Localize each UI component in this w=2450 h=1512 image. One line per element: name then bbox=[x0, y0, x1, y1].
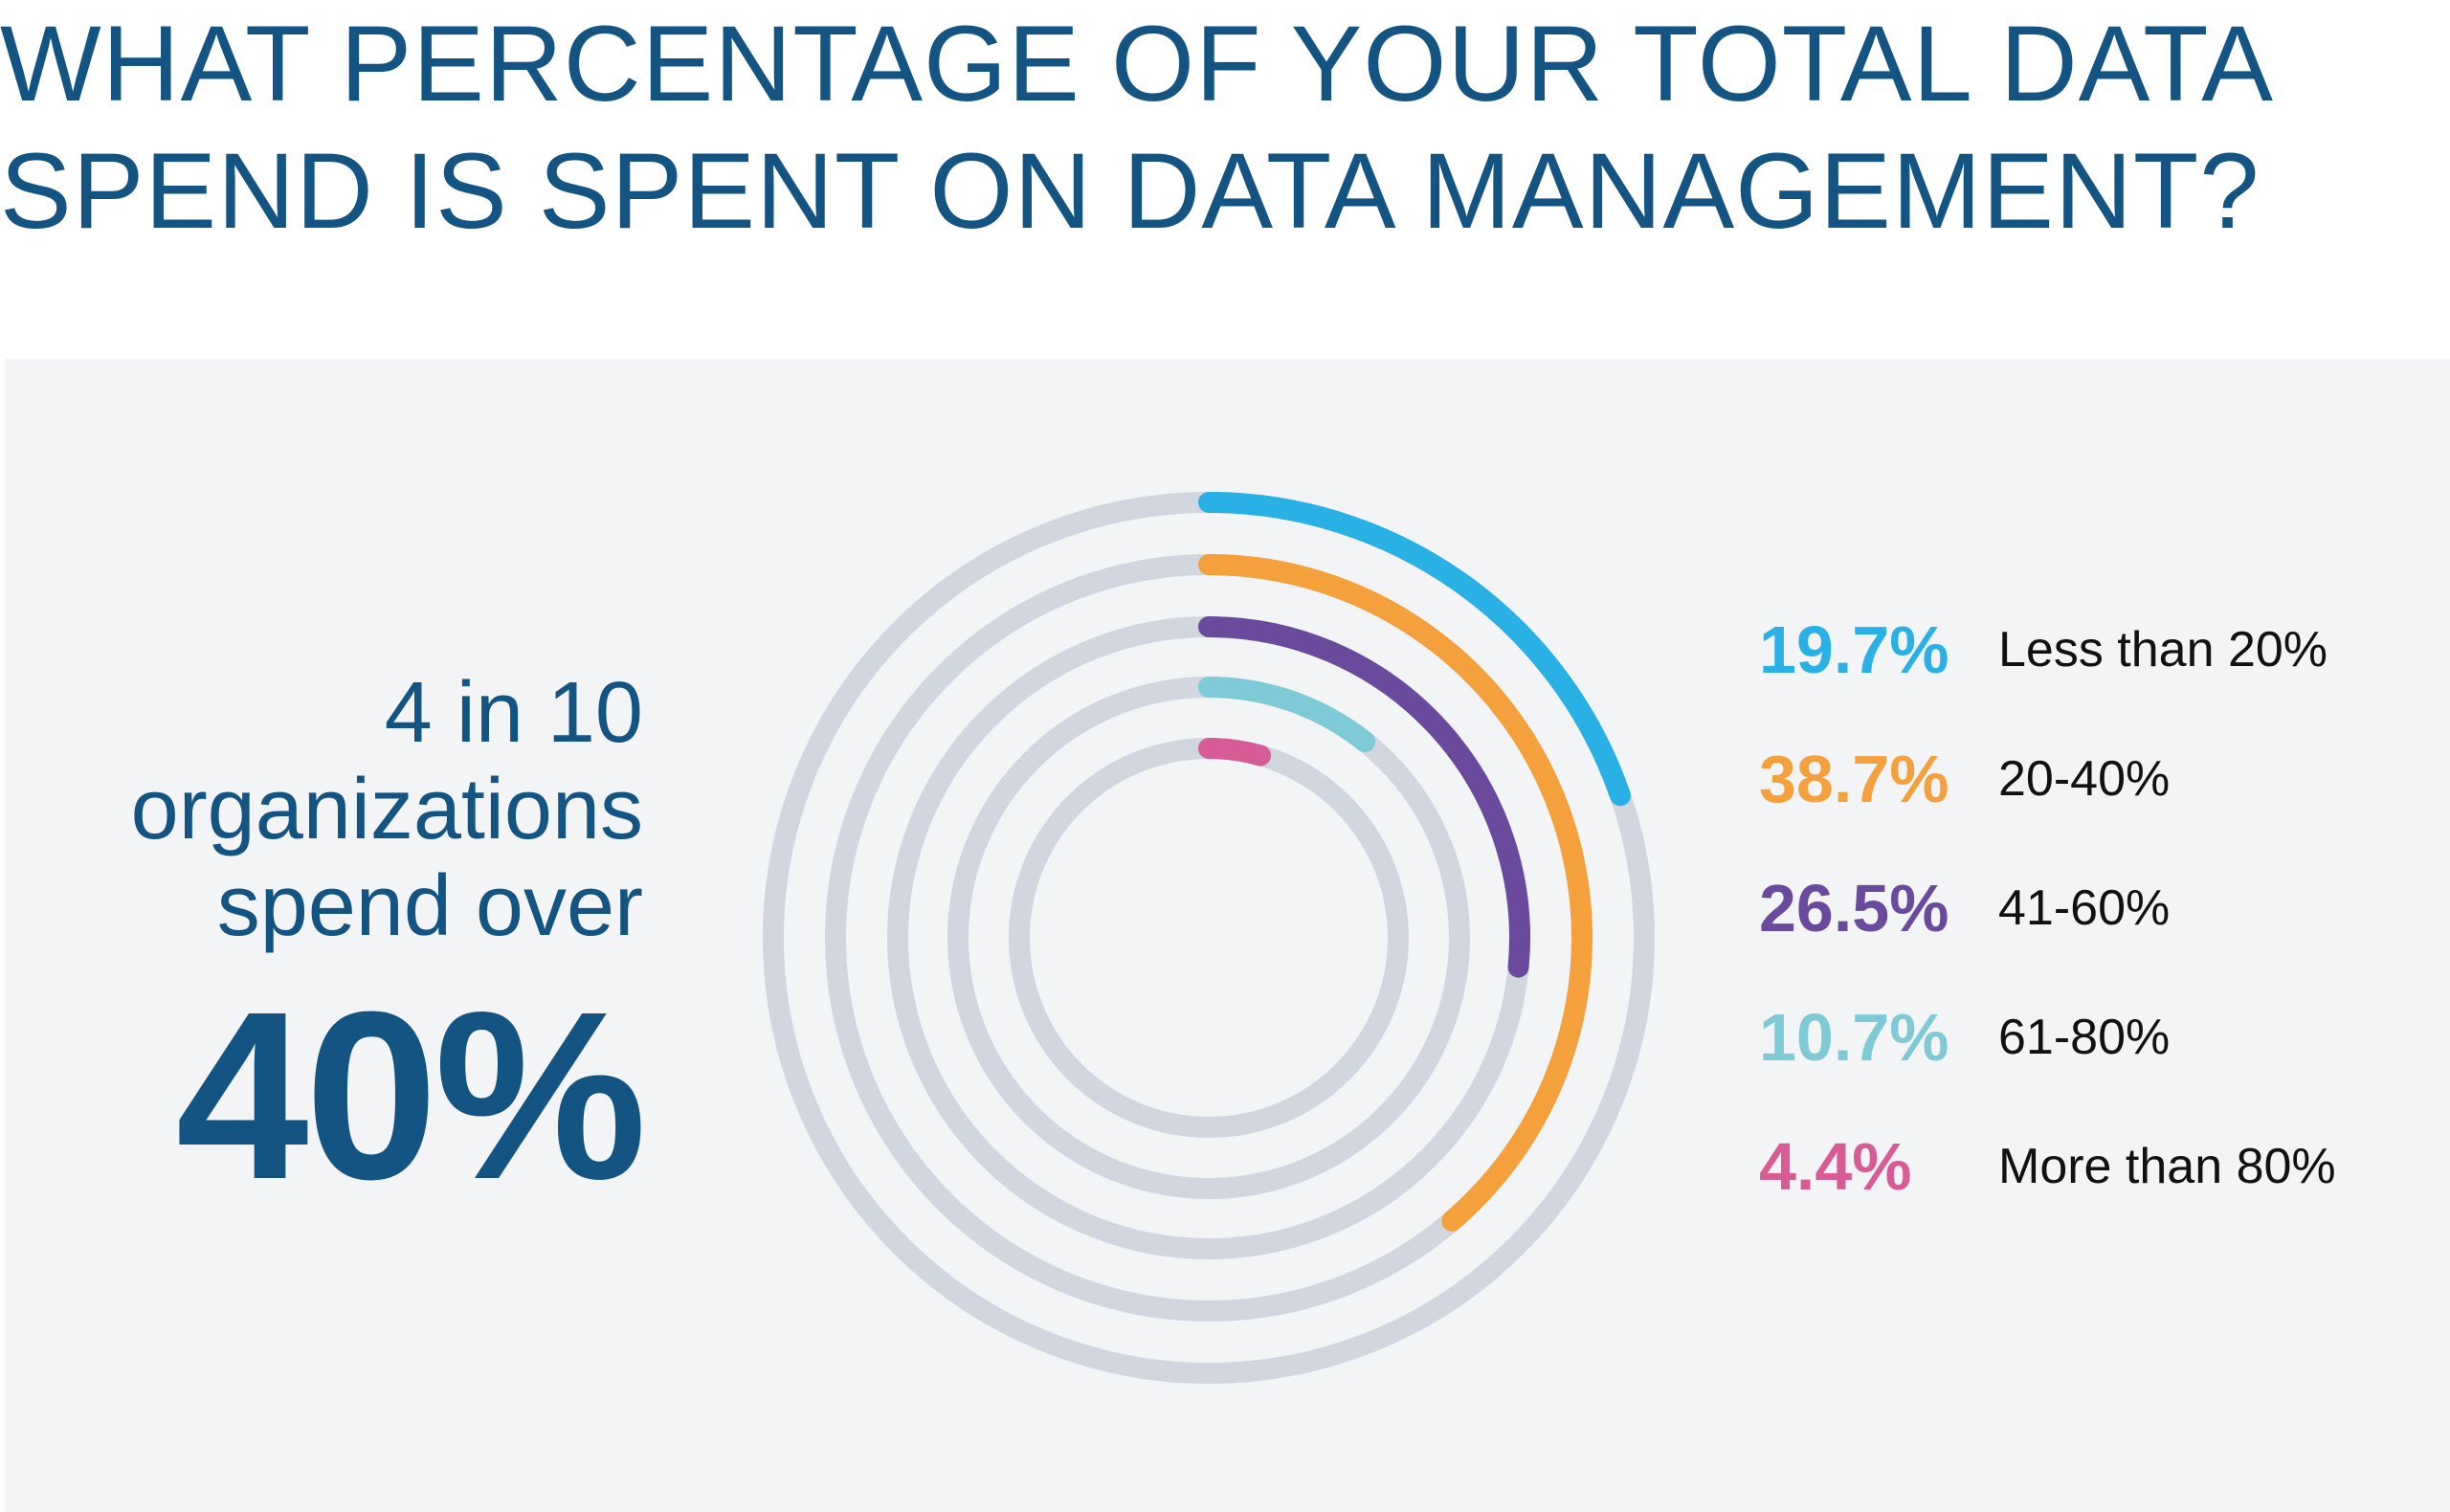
legend-label: More than 80% bbox=[1998, 1139, 2336, 1194]
value-arc-41-60 bbox=[1198, 616, 1530, 978]
title-line-2: SPEND IS SPENT ON DATA MANAGEMENT? bbox=[0, 131, 2261, 251]
value-arc-less-than-20 bbox=[1198, 492, 1631, 807]
track-ring-61-80 bbox=[947, 677, 1470, 1199]
legend-value: 19.7% bbox=[1759, 612, 1949, 687]
legend-value: 4.4% bbox=[1759, 1129, 1912, 1204]
legend-value: 26.5% bbox=[1759, 871, 1949, 945]
callout-big-number: 40% bbox=[175, 962, 647, 1229]
page-title: WHAT PERCENTAGE OF YOUR TOTAL DATA SPEND… bbox=[0, 0, 2393, 255]
legend-label: 61-80% bbox=[1998, 1010, 2171, 1065]
callout-text: 4 in 10 organizations spend over bbox=[0, 665, 643, 955]
legend-item-61-80: 10.7% 61-80% bbox=[1759, 994, 2429, 1123]
track-ring-more-than-80 bbox=[1009, 738, 1409, 1138]
chart-legend: 19.7% Less than 20% 38.7% 20-40% 26.5% 41-60%… bbox=[1759, 607, 2429, 1253]
legend-value: 38.7% bbox=[1759, 742, 1949, 816]
legend-label: 41-60% bbox=[1998, 880, 2171, 936]
legend-label: Less than 20% bbox=[1998, 622, 2328, 678]
legend-item-41-60: 26.5% 41-60% bbox=[1759, 865, 2429, 994]
value-arc-61-80 bbox=[1198, 677, 1376, 753]
callout-line-3: spend over bbox=[216, 858, 643, 954]
value-arc-more-than-80 bbox=[1198, 738, 1272, 767]
title-line-1: WHAT PERCENTAGE OF YOUR TOTAL DATA bbox=[0, 4, 2274, 123]
value-arc-20-40 bbox=[1198, 554, 1592, 1232]
callout-line-2: organizations bbox=[130, 762, 643, 857]
legend-label: 20-40% bbox=[1998, 751, 2171, 807]
legend-item-less-than-20: 19.7% Less than 20% bbox=[1759, 607, 2429, 736]
callout-line-1: 4 in 10 bbox=[384, 665, 643, 761]
legend-value: 10.7% bbox=[1759, 1000, 1949, 1075]
legend-item-more-than-80: 4.4% More than 80% bbox=[1759, 1123, 2429, 1253]
legend-item-20-40: 38.7% 20-40% bbox=[1759, 736, 2429, 865]
